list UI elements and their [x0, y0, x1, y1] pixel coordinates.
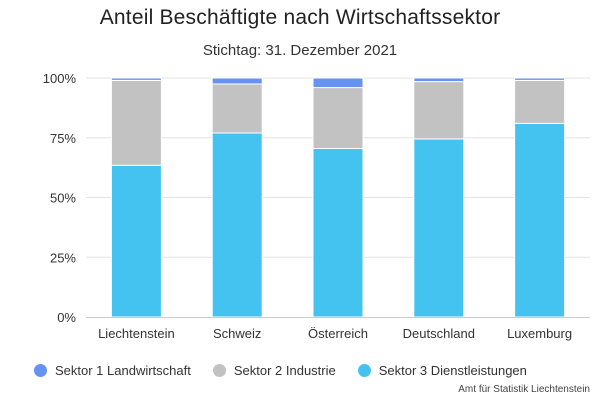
legend-swatch-sektor-1 [34, 364, 47, 377]
legend-item-sektor-1[interactable]: Sektor 1 Landwirtschaft [34, 363, 191, 378]
legend-label-sektor-1: Sektor 1 Landwirtschaft [55, 363, 191, 378]
legend-item-sektor-2[interactable]: Sektor 2 Industrie [212, 363, 336, 378]
bar-segment[interactable] [514, 77, 566, 81]
bar-segment[interactable] [110, 79, 162, 166]
bar-segment[interactable] [413, 81, 465, 140]
x-tick-label: Luxemburg [507, 326, 572, 341]
bar-segment[interactable] [312, 77, 364, 89]
y-tick-label: 75% [50, 131, 76, 146]
x-tick-label: Schweiz [213, 326, 261, 341]
bar-segment[interactable] [514, 122, 566, 318]
chart-legend: Sektor 1 Landwirtschaft Sektor 2 Industr… [34, 363, 549, 378]
y-tick-label: 100% [43, 71, 77, 86]
bar-segment[interactable] [312, 148, 364, 318]
x-tick-label: Liechtenstein [98, 326, 175, 341]
x-tick-label: Deutschland [403, 326, 475, 341]
chart-title: Anteil Beschäftigte nach Wirtschaftssekt… [99, 6, 501, 29]
bar-segment[interactable] [110, 77, 162, 81]
bar-segment[interactable] [413, 77, 465, 83]
source-credit: Amt für Statistik Liechtenstein [458, 384, 590, 395]
y-tick-label: 25% [50, 250, 76, 265]
bar-segment[interactable] [312, 87, 364, 150]
bar-segment[interactable] [211, 77, 263, 85]
bar-segment[interactable] [110, 164, 162, 318]
bar-segment[interactable] [211, 83, 263, 134]
legend-swatch-sektor-3 [357, 364, 371, 377]
bar-segment[interactable] [211, 132, 263, 318]
legend-label-sektor-2: Sektor 2 Industrie [233, 363, 336, 378]
x-tick-label: Österreich [308, 326, 368, 341]
chart-subtitle: Stichtag: 31. Dezember 2021 [202, 42, 398, 59]
y-tick-label: 50% [50, 191, 76, 206]
legend-swatch-sektor-2 [212, 364, 226, 377]
bar-segment[interactable] [514, 79, 566, 124]
bar-segment[interactable] [413, 138, 465, 318]
legend-label-sektor-3: Sektor 3 Dienstleistungen [378, 363, 527, 378]
legend-item-sektor-3[interactable]: Sektor 3 Dienstleistungen [357, 363, 527, 378]
y-tick-label: 0% [57, 310, 76, 325]
